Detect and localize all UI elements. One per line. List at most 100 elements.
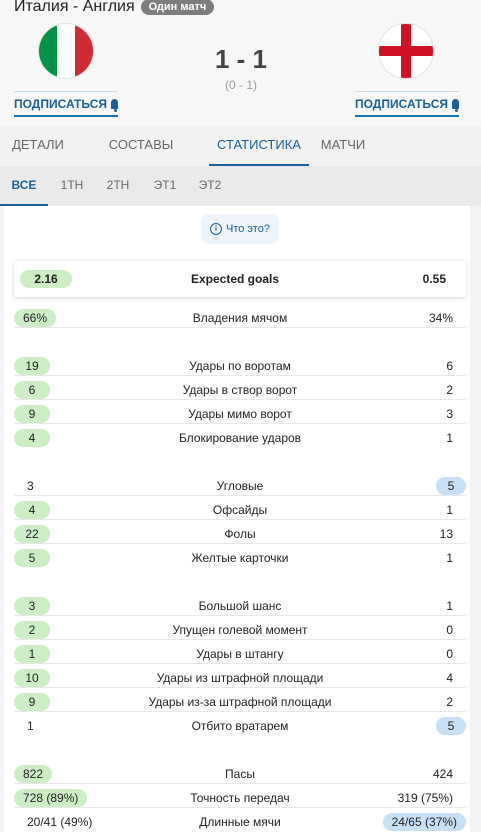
stat-away-value: 3 — [446, 407, 453, 421]
single-match-badge[interactable]: Один матч — [140, 0, 215, 15]
stat-label: Пасы — [225, 767, 255, 781]
statistics-panel: i Что это? 2.16 Expected goals 0.55 66% В… — [0, 206, 481, 832]
stat-away-value: 1 — [446, 431, 453, 445]
stat-away-value: 0 — [446, 647, 453, 661]
stat-row: 4 Блокирование ударов 1 — [14, 428, 466, 448]
match-title: Италия - Англия Один матч — [14, 0, 215, 16]
stat-away-value: 0.55 — [422, 272, 446, 286]
stat-row: 6 Удары в створ ворот 2 — [14, 380, 466, 400]
stat-label: Удары из штрафной площади — [156, 671, 324, 685]
stat-home-value: 9 — [14, 693, 50, 711]
match-header: Италия - Англия Один матч 1 - 1 (0 - 1) … — [0, 0, 481, 126]
stat-row: 3 Большой шанс 1 — [14, 596, 466, 616]
stat-away-value: 1 — [446, 599, 453, 613]
stat-away-value: 1 — [446, 551, 453, 565]
tab-period-all[interactable]: ВСЕ — [0, 166, 48, 206]
main-tabs: ДЕТАЛИ СОСТАВЫ КОМАНД СТАТИСТИКА МАТЧИ — [0, 126, 481, 190]
stat-home-value: 4 — [14, 429, 50, 447]
stat-home-value: 2 — [14, 621, 50, 639]
stat-row: 22 Фолы 13 — [14, 524, 466, 544]
stat-home-value: 822 — [14, 765, 53, 783]
stat-row: 4 Офсайды 1 — [14, 500, 466, 520]
stat-label: Expected goals — [190, 272, 280, 286]
stat-label: Длинные мячи — [199, 815, 281, 829]
stat-away-value: 5 — [436, 477, 466, 495]
match-score: 1 - 1 — [214, 44, 268, 74]
stat-label: Желтые карточки — [191, 551, 289, 565]
stat-row: 9 Удары мимо ворот 3 — [14, 404, 466, 424]
stat-away-value: 6 — [446, 359, 453, 373]
stat-label: Точность передач — [190, 791, 290, 805]
tab-period-et2[interactable]: ЭТ2 — [198, 178, 222, 192]
stat-row: 2 Упущен голевой момент 0 — [14, 620, 466, 640]
match-title-text: Италия - Англия — [14, 0, 135, 15]
statistics-list: i Что это? 2.16 Expected goals 0.55 66% В… — [4, 206, 470, 832]
stat-label: Удары по воротам — [189, 359, 291, 373]
stat-label: Удары мимо ворот — [188, 407, 292, 421]
stat-away-value: 24/65 (37%) — [382, 813, 466, 831]
follow-away-label: ПОДПИСАТЬСЯ — [355, 96, 448, 111]
follow-home-button[interactable]: ПОДПИСАТЬСЯ — [14, 91, 118, 117]
tab-statistics[interactable]: СТАТИСТИКА — [209, 126, 309, 166]
stat-row: 66% Владения мячом 34% — [14, 308, 466, 328]
stat-label: Угловые — [216, 479, 264, 493]
tab-lineups[interactable]: СОСТАВЫ КОМАНД — [108, 137, 174, 190]
stat-row: 20/41 (49%) Длинные мячи 24/65 (37%) — [14, 812, 466, 832]
stat-row: 5 Желтые карточки 1 — [14, 548, 466, 568]
period-tabs: ВСЕ 1ТН 2ТН ЭТ1 ЭТ2 — [0, 166, 481, 206]
stat-row: 9 Удары из-за штрафной площади 2 — [14, 692, 466, 712]
stat-label: Удары в створ ворот — [182, 383, 298, 397]
england-flag-icon[interactable] — [379, 24, 433, 78]
stat-home-value: 4 — [14, 501, 50, 519]
stat-label: Большой шанс — [198, 599, 282, 613]
stat-row: 3 Угловые 5 — [14, 476, 466, 496]
tab-matches[interactable]: МАТЧИ — [320, 137, 366, 152]
italy-flag-icon[interactable] — [39, 24, 93, 78]
stat-row: 1 Отбито вратарем 5 — [14, 716, 466, 736]
stat-home-value: 22 — [14, 525, 50, 543]
stat-row: 1 Удары в штангу 0 — [14, 644, 466, 664]
expected-goals-row: 2.16 Expected goals 0.55 — [20, 269, 450, 289]
stat-label: Блокирование ударов — [178, 431, 302, 445]
stat-away-value: 13 — [439, 527, 453, 541]
info-icon: i — [210, 223, 222, 235]
what-is-this-label: Что это? — [226, 223, 270, 235]
stat-home-value: 9 — [14, 405, 50, 423]
stat-row: 10 Удары из штрафной площади 4 — [14, 668, 466, 688]
stat-away-value: 2 — [446, 383, 453, 397]
tab-details[interactable]: ДЕТАЛИ — [12, 137, 64, 152]
stat-home-value: 5 — [14, 549, 50, 567]
what-is-this-button[interactable]: i Что это? — [201, 214, 279, 244]
stat-home-value: 2.16 — [20, 270, 72, 288]
stat-away-value: 1 — [446, 503, 453, 517]
bell-icon — [451, 98, 459, 112]
stat-row: 822 Пасы 424 — [14, 764, 466, 784]
stat-label: Отбито вратарем — [191, 719, 289, 733]
stat-label: Владения мячом — [192, 311, 288, 325]
stat-home-value: 1 — [14, 645, 50, 663]
stat-away-value: 424 — [432, 767, 453, 781]
stat-away-value: 319 (75%) — [397, 791, 453, 805]
stat-away-value: 5 — [436, 717, 466, 735]
stat-away-value: 4 — [446, 671, 453, 685]
stat-away-value: 0 — [446, 623, 453, 637]
stat-away-value: 2 — [446, 695, 453, 709]
stat-home-value: 1 — [27, 719, 34, 733]
tab-period-2nd-half[interactable]: 2ТН — [106, 178, 130, 192]
halftime-score: (0 - 1) — [224, 78, 257, 92]
expected-goals-card: 2.16 Expected goals 0.55 — [14, 261, 466, 297]
stat-home-value: 10 — [14, 669, 50, 687]
stat-row: 19 Удары по воротам 6 — [14, 356, 466, 376]
stat-label: Удары из-за штрафной площади — [148, 695, 332, 709]
stat-home-value: 19 — [14, 357, 50, 375]
tab-period-et1[interactable]: ЭТ1 — [153, 178, 177, 192]
stat-label: Упущен голевой момент — [172, 623, 308, 637]
stat-home-value: 20/41 (49%) — [27, 815, 93, 829]
stat-label: Офсайды — [212, 503, 268, 517]
stat-home-value: 728 (89%) — [14, 789, 88, 807]
follow-away-button[interactable]: ПОДПИСАТЬСЯ — [355, 91, 459, 117]
stat-label: Фолы — [224, 527, 256, 541]
tab-period-1st-half[interactable]: 1ТН — [60, 178, 84, 192]
stat-home-value: 3 — [14, 597, 50, 615]
stat-home-value: 3 — [27, 479, 34, 493]
